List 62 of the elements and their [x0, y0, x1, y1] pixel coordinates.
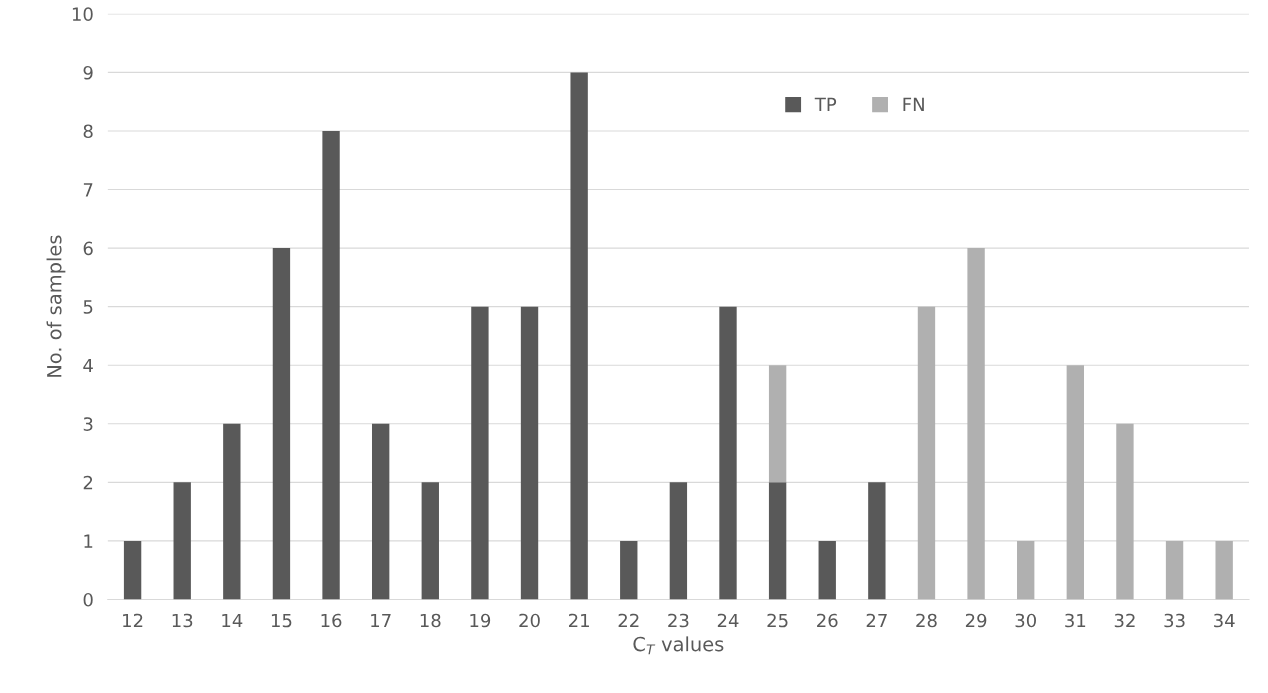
x-tick-label: 18	[420, 613, 441, 628]
x-tick-label: 32	[1114, 613, 1135, 628]
y-tick-label: 7	[83, 183, 93, 197]
y-tick-label: 3	[83, 417, 93, 431]
bar	[620, 540, 638, 600]
x-tick-label: 12	[123, 613, 143, 628]
bar	[669, 482, 688, 600]
x-tick-label: 31	[1065, 613, 1086, 628]
x-tick-label: 30	[1015, 613, 1036, 628]
x-tick-label: 29	[965, 613, 987, 628]
bar	[967, 248, 985, 600]
x-tick-label: 33	[1164, 613, 1185, 628]
bar	[173, 482, 191, 600]
bar	[520, 306, 539, 600]
x-tick-label: 34	[1214, 613, 1235, 628]
x-tick-label: 20	[519, 613, 540, 628]
x-tick-label: 27	[866, 613, 887, 628]
y-tick-label: 1	[84, 534, 93, 548]
x-tick-label: 15	[271, 613, 292, 628]
y-tick-label: 4	[83, 358, 93, 373]
bar	[1017, 540, 1035, 600]
bar	[1066, 365, 1084, 600]
bar	[818, 540, 836, 600]
x-tick-label: 26	[817, 613, 838, 628]
y-tick-label: 6	[83, 241, 93, 256]
y-tick-label: 8	[83, 124, 93, 139]
x-tick-label: 23	[668, 613, 689, 628]
bar	[1165, 540, 1184, 600]
x-tick-label: 16	[321, 613, 342, 628]
bar	[371, 423, 390, 600]
bar	[421, 482, 439, 600]
bar	[719, 306, 737, 600]
y-tick-label: 0	[83, 592, 93, 607]
x-tick-label: 21	[568, 613, 589, 628]
x-tick-label: 24	[717, 613, 739, 628]
legend-label: TP	[814, 97, 837, 111]
y-tick-label: 5	[83, 300, 93, 314]
y-tick-label: 9	[83, 65, 93, 80]
x-tick-label: 19	[470, 613, 491, 628]
bar	[868, 482, 886, 600]
x-tick-label: 17	[371, 613, 391, 628]
x-tick-label: 14	[222, 613, 243, 628]
bar	[1116, 423, 1134, 600]
legend-label: FN	[903, 97, 924, 111]
y-axis-title: No. of samples	[46, 235, 66, 377]
bar	[322, 130, 340, 600]
x-tick-label: 22	[618, 613, 639, 628]
bar	[223, 423, 241, 600]
bar	[768, 482, 787, 600]
y-tick-label: 2	[83, 475, 93, 490]
bar	[570, 72, 588, 600]
x-tick-label: 28	[916, 613, 937, 628]
bar	[123, 540, 142, 600]
bar	[917, 306, 936, 600]
x-tick-label: 13	[172, 613, 193, 628]
y-tick-label: 10	[72, 7, 93, 21]
bar	[768, 365, 787, 483]
x-axis-title: C$_{T}$ values	[633, 636, 724, 655]
bar	[471, 306, 489, 600]
bar	[1215, 540, 1233, 600]
bar	[272, 248, 291, 600]
x-tick-label: 25	[767, 613, 788, 628]
